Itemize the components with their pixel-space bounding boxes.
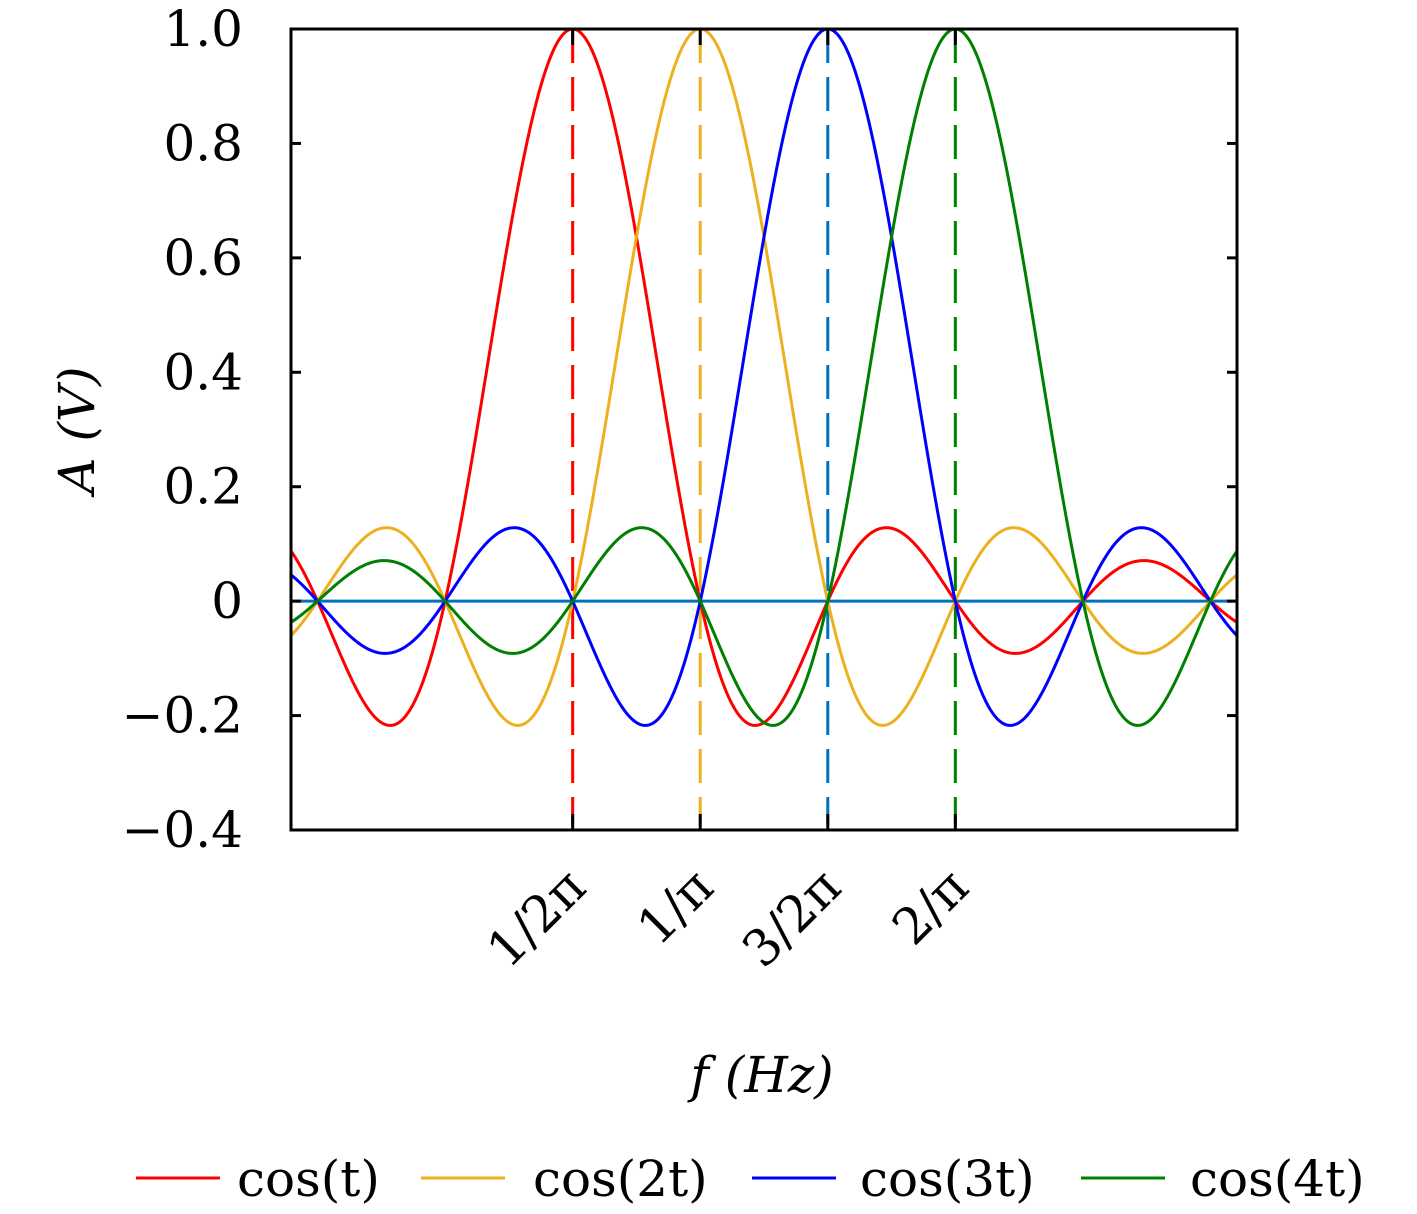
x-tick-label: 1/π <box>626 857 725 956</box>
y-axis-ticks: −0.4 −0.2 0 0.2 0.4 0.6 0.8 1.0 <box>122 0 1237 859</box>
y-tick-label: 1.0 <box>163 0 243 58</box>
legend-label: cos(4t) <box>1190 1150 1365 1208</box>
legend-label: cos(2t) <box>533 1150 708 1208</box>
x-tick-label: 1/2π <box>476 857 597 978</box>
x-tick-label: 2/π <box>881 857 980 956</box>
y-tick-label: 0.2 <box>163 458 243 516</box>
x-axis-label: f (Hz) <box>686 1046 833 1104</box>
series-line <box>291 29 1237 727</box>
y-axis-label: A (V) <box>48 366 106 497</box>
y-tick-label: −0.2 <box>122 687 243 745</box>
y-tick-label: 0.4 <box>163 343 243 401</box>
y-tick-label: 0.6 <box>163 229 243 287</box>
legend: cos(t) cos(2t) cos(3t) cos(4t) <box>136 1150 1365 1208</box>
legend-label: cos(t) <box>237 1150 380 1208</box>
y-tick-label: 0.8 <box>163 114 243 172</box>
series-line <box>291 29 1237 727</box>
peak-marker-lines <box>571 29 957 825</box>
plot-frame <box>289 27 1239 832</box>
x-tick-label: 3/2π <box>731 857 852 978</box>
legend-label: cos(3t) <box>860 1150 1035 1208</box>
series-layer <box>291 29 1237 727</box>
y-tick-label: 0 <box>211 572 243 630</box>
y-tick-label: −0.4 <box>122 801 243 859</box>
